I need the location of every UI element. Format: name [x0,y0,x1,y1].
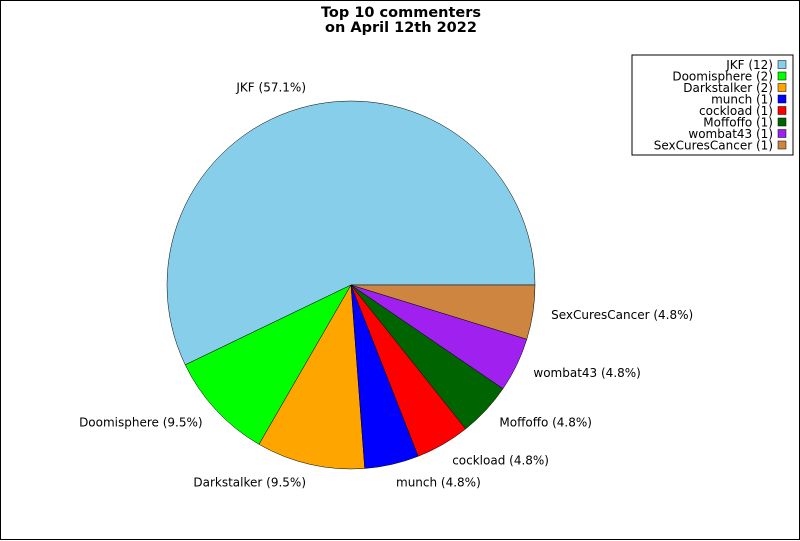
legend-entry-jkf: JKF (12) [725,58,773,72]
legend-swatch-wombat43 [777,129,787,138]
chart-title-line-2: on April 12th 2022 [325,20,477,36]
pie-slice-doomisphere [184,284,352,445]
legend-entry-sexcurescancer: SexCuresCancer (1) [654,139,773,153]
pie-slice-jkf [166,100,536,366]
chart-title-line-1: Top 10 commenters [321,5,481,21]
pie-slices [166,100,536,470]
legend-entry-darkstalker: Darkstalker (2) [683,81,773,95]
legend-swatch-sexcurescancer [777,140,787,150]
legend-entry-wombat43: wombat43 (1) [688,127,773,141]
pie-label-wombat43: wombat43 (4.8%) [533,366,640,380]
pie-label-moffoffo: Moffoffo (4.8%) [499,416,592,430]
pie-label-darkstalker: Darkstalker (9.5%) [193,475,306,489]
pie-label-sexcurescancer: SexCuresCancer (4.8%) [551,308,693,322]
legend-box [631,54,794,156]
legend-swatch-jkf [777,60,787,69]
legend-swatch-munch [777,94,787,104]
legend-entry-cockload: cockload (1) [699,104,773,118]
pie-slice-labels: JKF (57.1%) Doomisphere (9.5%) Darkstalker… [79,81,693,490]
pie-label-munch: munch (4.8%) [396,475,481,489]
legend-swatch-darkstalker [777,83,787,92]
pie-label-doomisphere: Doomisphere (9.5%) [79,416,203,430]
pie-label-cockload: cockload (4.8%) [452,453,549,467]
pie-label-jkf: JKF (57.1%) [235,81,306,95]
legend: JKF (12)Doomisphere (2)Darkstalker (2)mu… [631,54,794,156]
legend-entry-moffoffo: Moffoffo (1) [703,116,773,130]
legend-entry-munch: munch (1) [711,93,773,107]
pie-slice-sexcurescancer [350,284,536,340]
legend-swatch-doomisphere [777,71,787,81]
chart-title: Top 10 commenters on April 12th 2022 [321,5,481,36]
legend-entry-doomisphere: Doomisphere (2) [672,70,773,84]
legend-swatch-moffoffo [777,117,787,127]
pie-slice-darkstalker [258,284,366,470]
legend-swatch-cockload [777,106,787,115]
